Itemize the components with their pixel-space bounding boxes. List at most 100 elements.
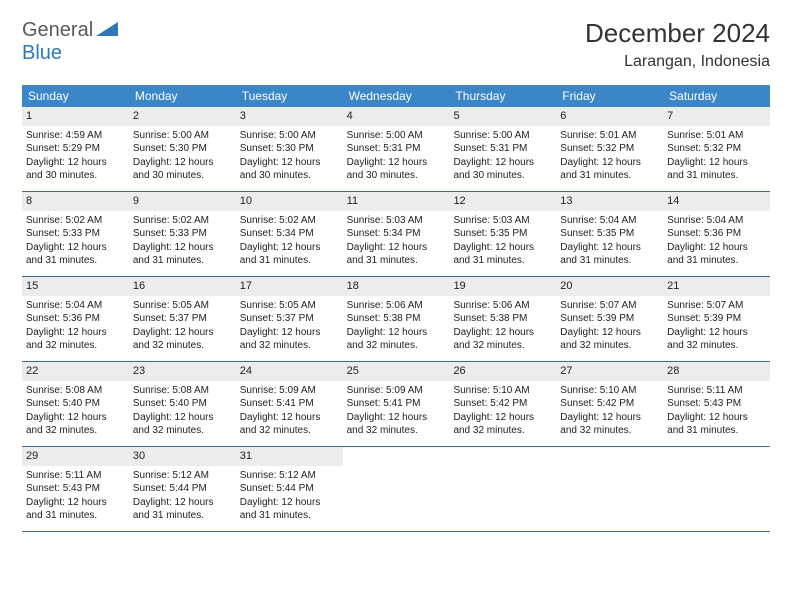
weekday-header-row: Sunday Monday Tuesday Wednesday Thursday… [22, 85, 770, 107]
day-number: 30 [129, 447, 236, 466]
day-info-line: Daylight: 12 hours [560, 411, 659, 425]
day-info-line: Sunrise: 5:11 AM [26, 469, 125, 483]
day-number: 28 [663, 362, 770, 381]
day-info-line: Sunset: 5:31 PM [347, 142, 446, 156]
day-info-line: Sunset: 5:36 PM [26, 312, 125, 326]
day-cell: 23Sunrise: 5:08 AMSunset: 5:40 PMDayligh… [129, 362, 236, 446]
day-number: 21 [663, 277, 770, 296]
day-info-line: Daylight: 12 hours [560, 241, 659, 255]
week-row: 29 Sunrise: 5:11 AMSunset: 5:43 PM Dayligh… [22, 447, 770, 532]
day-cell [449, 447, 556, 531]
day-number: 31 [236, 447, 343, 466]
day-cell: 30Sunrise: 5:12 AMSunset: 5:44 PMDayligh… [129, 447, 236, 531]
day-info-line: Sunset: 5:36 PM [667, 227, 766, 241]
day-number: 5 [449, 107, 556, 126]
day-info-line: Sunset: 5:44 PM [133, 482, 232, 496]
day-info-line: Sunrise: 5:06 AM [347, 299, 446, 313]
logo-word2: Blue [22, 42, 62, 64]
day-cell: 13Sunrise: 5:04 AMSunset: 5:35 PMDayligh… [556, 192, 663, 276]
day-info-line: Daylight: 12 hours [347, 156, 446, 170]
day-info-line: Sunrise: 5:12 AM [240, 469, 339, 483]
day-info-line: and 32 minutes. [240, 424, 339, 438]
day-info-line: Sunrise: 5:00 AM [453, 129, 552, 143]
weeks-container: 1 Sunrise: 4:59 AMSunset: 5:29 PM Daylight… [22, 107, 770, 532]
day-info-line: and 31 minutes. [133, 254, 232, 268]
calendar-grid: Sunday Monday Tuesday Wednesday Thursday… [22, 85, 770, 532]
day-cell: 8Sunrise: 5:02 AMSunset: 5:33 PMDaylight… [22, 192, 129, 276]
day-info-line: Daylight: 12 hours [133, 326, 232, 340]
day-number: 1 [22, 107, 129, 126]
day-info-line: and 32 minutes. [560, 424, 659, 438]
day-number: 25 [343, 362, 450, 381]
day-number: 18 [343, 277, 450, 296]
day-cell: 6Sunrise: 5:01 AMSunset: 5:32 PMDaylight… [556, 107, 663, 191]
day-info-line: Sunrise: 5:04 AM [667, 214, 766, 228]
day-info-line: and 32 minutes. [347, 424, 446, 438]
day-info-line: Sunset: 5:32 PM [667, 142, 766, 156]
day-info-line: Daylight: 12 hours [560, 156, 659, 170]
day-number: 10 [236, 192, 343, 211]
day-info-line: Daylight: 12 hours [240, 326, 339, 340]
day-info-line: and 31 minutes. [667, 254, 766, 268]
day-info-line: Sunset: 5:41 PM [347, 397, 446, 411]
day-info-line: Daylight: 12 hours [240, 241, 339, 255]
day-info-line: and 32 minutes. [560, 339, 659, 353]
weekday-header: Tuesday [236, 85, 343, 107]
day-cell: 5Sunrise: 5:00 AMSunset: 5:31 PMDaylight… [449, 107, 556, 191]
day-info-line: Daylight: 12 hours [240, 496, 339, 510]
day-cell: 10Sunrise: 5:02 AMSunset: 5:34 PMDayligh… [236, 192, 343, 276]
day-number: 2 [129, 107, 236, 126]
day-info-line: Sunrise: 4:59 AM [26, 129, 125, 143]
day-number: 3 [236, 107, 343, 126]
day-info-line: and 31 minutes. [667, 424, 766, 438]
day-info-line: Sunrise: 5:10 AM [560, 384, 659, 398]
day-info-line: Sunrise: 5:03 AM [347, 214, 446, 228]
weekday-header: Sunday [22, 85, 129, 107]
day-info-line: Sunset: 5:35 PM [560, 227, 659, 241]
day-info-line: Sunrise: 5:01 AM [560, 129, 659, 143]
day-info-line: Sunrise: 5:09 AM [240, 384, 339, 398]
day-number: 11 [343, 192, 450, 211]
day-info-line: and 32 minutes. [133, 339, 232, 353]
day-info-line: and 31 minutes. [347, 254, 446, 268]
day-cell [663, 447, 770, 531]
day-cell: 19Sunrise: 5:06 AMSunset: 5:38 PMDayligh… [449, 277, 556, 361]
day-number: 9 [129, 192, 236, 211]
day-info-line: and 32 minutes. [453, 339, 552, 353]
day-cell: 22Sunrise: 5:08 AMSunset: 5:40 PMDayligh… [22, 362, 129, 446]
day-info-line: Sunrise: 5:10 AM [453, 384, 552, 398]
day-info-line: Sunrise: 5:08 AM [26, 384, 125, 398]
day-info-line: Sunset: 5:42 PM [453, 397, 552, 411]
day-number: 29 [22, 447, 129, 466]
day-info-line: and 31 minutes. [453, 254, 552, 268]
day-number: 13 [556, 192, 663, 211]
day-info-line: Sunset: 5:34 PM [240, 227, 339, 241]
day-info-line: and 31 minutes. [560, 254, 659, 268]
day-info-line: Sunset: 5:32 PM [560, 142, 659, 156]
day-info-line: Sunset: 5:40 PM [133, 397, 232, 411]
day-info-line: Sunset: 5:43 PM [667, 397, 766, 411]
weekday-header: Thursday [449, 85, 556, 107]
day-info-line: Sunset: 5:29 PM [26, 142, 125, 156]
week-row: 1 Sunrise: 4:59 AMSunset: 5:29 PM Daylight… [22, 107, 770, 192]
day-info-line: Sunrise: 5:00 AM [133, 129, 232, 143]
day-info-line: Sunset: 5:43 PM [26, 482, 125, 496]
day-info-line: Sunset: 5:35 PM [453, 227, 552, 241]
day-info-line: Sunrise: 5:01 AM [667, 129, 766, 143]
day-info-line: and 32 minutes. [133, 424, 232, 438]
day-cell: 29Sunrise: 5:11 AMSunset: 5:43 PMDayligh… [22, 447, 129, 531]
day-info-line: Sunset: 5:42 PM [560, 397, 659, 411]
day-info-line: Sunrise: 5:02 AM [26, 214, 125, 228]
day-info-line: Sunset: 5:38 PM [347, 312, 446, 326]
day-number: 12 [449, 192, 556, 211]
day-cell: 16Sunrise: 5:05 AMSunset: 5:37 PMDayligh… [129, 277, 236, 361]
weekday-header: Friday [556, 85, 663, 107]
day-info-line: Sunset: 5:33 PM [133, 227, 232, 241]
day-cell: 11Sunrise: 5:03 AMSunset: 5:34 PMDayligh… [343, 192, 450, 276]
day-info-line: and 30 minutes. [453, 169, 552, 183]
day-cell: 26Sunrise: 5:10 AMSunset: 5:42 PMDayligh… [449, 362, 556, 446]
day-info-line: Sunset: 5:30 PM [240, 142, 339, 156]
day-number: 8 [22, 192, 129, 211]
day-info-line: Daylight: 12 hours [560, 326, 659, 340]
day-cell: 25Sunrise: 5:09 AMSunset: 5:41 PMDayligh… [343, 362, 450, 446]
